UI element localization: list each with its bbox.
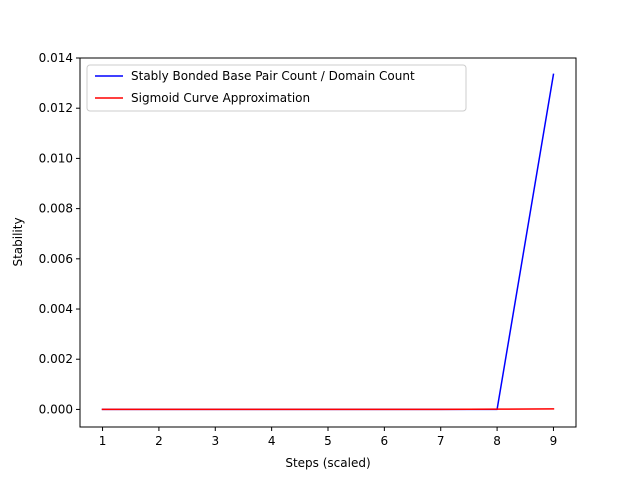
- series-line-2: [101, 408, 555, 411]
- x-tick-label: 1: [99, 434, 107, 448]
- plot-area: [80, 58, 576, 427]
- y-tick-label: 0.012: [39, 101, 73, 115]
- y-axis-label: Stability: [11, 217, 25, 266]
- legend-label-series-2: Sigmoid Curve Approximation: [131, 91, 310, 105]
- x-tick-label: 9: [550, 434, 558, 448]
- x-tick-label: 3: [211, 434, 219, 448]
- x-tick-label: 6: [381, 434, 389, 448]
- x-tick-label: 4: [268, 434, 276, 448]
- y-tick-label: 0.004: [39, 302, 73, 316]
- legend: Stably Bonded Base Pair Count / Domain C…: [86, 64, 467, 112]
- y-tick-label: 0.000: [39, 402, 73, 416]
- x-axis-label: Steps (scaled): [285, 456, 370, 470]
- y-tick-label: 0.006: [39, 252, 73, 266]
- x-tick-label: 8: [493, 434, 501, 448]
- x-tick-label: 5: [324, 434, 332, 448]
- legend-box: [86, 64, 467, 112]
- x-tick-label: 2: [155, 434, 163, 448]
- y-tick-label: 0.014: [39, 51, 73, 65]
- legend-label-series-1: Stably Bonded Base Pair Count / Domain C…: [131, 69, 415, 83]
- x-tick-label: 7: [437, 434, 445, 448]
- y-tick-label: 0.002: [39, 352, 73, 366]
- y-tick-label: 0.008: [39, 202, 73, 216]
- y-tick-label: 0.010: [39, 151, 73, 165]
